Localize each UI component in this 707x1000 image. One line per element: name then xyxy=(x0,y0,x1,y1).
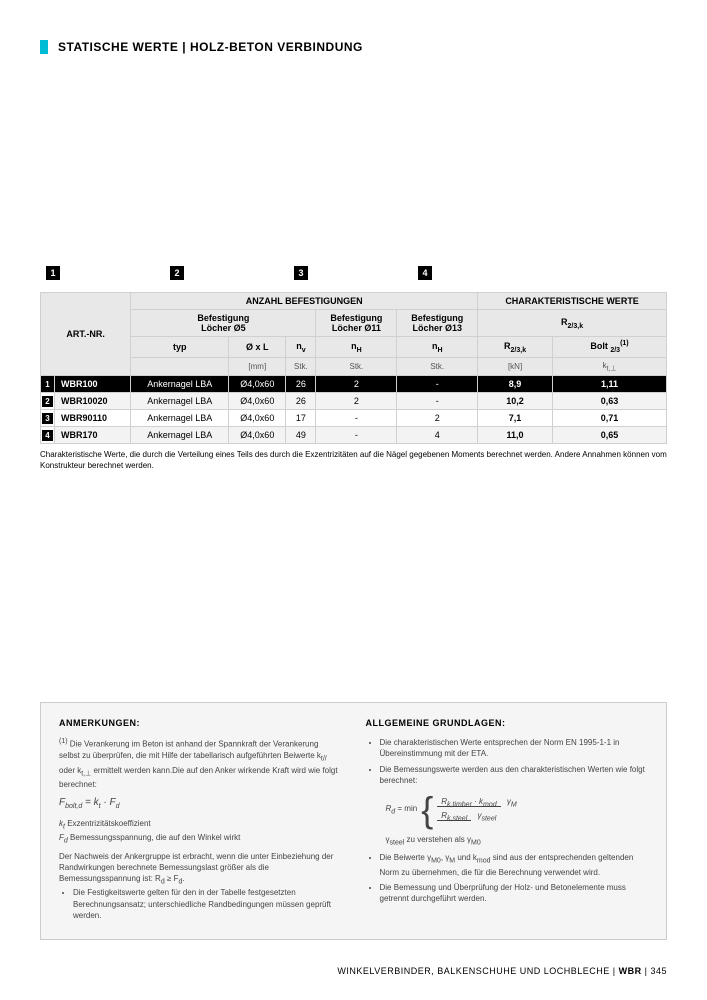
cell-nv: 26 xyxy=(286,376,316,393)
row-num: 3 xyxy=(41,410,55,427)
col-r23: R2/3,k xyxy=(478,337,553,358)
kt-line: kt Exzentrizitätskoeffizient xyxy=(59,818,342,832)
cell-art: WBR10020 xyxy=(55,393,131,410)
ysteel-note: γsteel zu verstehen als γM0 xyxy=(386,834,649,848)
accent-bar xyxy=(40,40,48,54)
diagram-labels: 1 2 3 4 xyxy=(40,266,667,280)
grund-li2: Die Bemessungswerte werden aus den chara… xyxy=(380,764,649,786)
anmerkungen-title: ANMERKUNGEN: xyxy=(59,717,342,730)
cell-bolt: 0,63 xyxy=(552,393,666,410)
cell-nh11: 2 xyxy=(316,393,397,410)
page-footer: WINKELVERBINDER, BALKENSCHUHE UND LOCHBL… xyxy=(337,966,667,976)
diagram-num-3: 3 xyxy=(294,266,308,280)
diagram-num-4: 4 xyxy=(418,266,432,280)
cell-bolt: 1,11 xyxy=(552,376,666,393)
grundlagen-title: ALLGEMEINE GRUNDLAGEN: xyxy=(366,717,649,730)
diagram-row xyxy=(40,84,667,254)
footnotes-right: ALLGEMEINE GRUNDLAGEN: Die charakteristi… xyxy=(366,717,649,925)
cell-dxl: Ø4,0x60 xyxy=(229,376,286,393)
cell-bolt: 0,65 xyxy=(552,427,666,444)
cell-nh11: 2 xyxy=(316,376,397,393)
cell-nh13: - xyxy=(397,393,478,410)
table-row: 2WBR10020Ankernagel LBAØ4,0x60262-10,20,… xyxy=(41,393,667,410)
grund-li3: Die Beiwerte γM0, γM und kmod sind aus d… xyxy=(380,852,649,878)
row-num: 1 xyxy=(41,376,55,393)
row-num: 4 xyxy=(41,427,55,444)
sub-r23k: R2/3,k xyxy=(478,310,667,337)
formula-fbolt: Fbolt,d = kt · Fd xyxy=(59,796,342,812)
diagram-num-1: 1 xyxy=(46,266,60,280)
fd-line: Fd Bemessungsspannung, die auf den Winke… xyxy=(59,832,342,846)
cell-dxl: Ø4,0x60 xyxy=(229,410,286,427)
frac-timber: Rk,timber · kmod γM xyxy=(437,796,521,810)
page-header: STATISCHE WERTE | HOLZ-BETON VERBINDUNG xyxy=(40,40,667,54)
footnotes-left: ANMERKUNGEN: (1) Die Verankerung im Beto… xyxy=(59,717,342,925)
group-anzahl: ANZAHL BEFESTIGUNGEN xyxy=(131,293,478,310)
cell-nh13: - xyxy=(397,376,478,393)
row-num: 2 xyxy=(41,393,55,410)
group-char: CHARAKTERISTISCHE WERTE xyxy=(478,293,667,310)
cell-nv: 49 xyxy=(286,427,316,444)
table-row: 4WBR170Ankernagel LBAØ4,0x6049-411,00,65 xyxy=(41,427,667,444)
cell-nh11: - xyxy=(316,427,397,444)
col-dxl: Ø x L xyxy=(229,337,286,358)
table-row: 1WBR100Ankernagel LBAØ4,0x60262-8,91,11 xyxy=(41,376,667,393)
anm-p2: Der Nachweis der Ankergruppe ist erbrach… xyxy=(59,851,342,888)
header-title-b: HOLZ-BETON VERBINDUNG xyxy=(190,40,363,54)
frac-steel: Rk,steel γsteel xyxy=(437,810,500,824)
table-row: 3WBR90110Ankernagel LBAØ4,0x6017-27,10,7… xyxy=(41,410,667,427)
cell-bolt: 0,71 xyxy=(552,410,666,427)
cell-typ: Ankernagel LBA xyxy=(131,427,229,444)
unit-mm: [mm] xyxy=(229,357,286,376)
cell-r23: 10,2 xyxy=(478,393,553,410)
grund-li1: Die charakteristischen Werte entsprechen… xyxy=(380,737,649,759)
cell-nh13: 2 xyxy=(397,410,478,427)
anm-li2: Die Festigkeitswerte gelten für den in d… xyxy=(73,887,342,921)
header-title-a: STATISCHE WERTE xyxy=(58,40,178,54)
brace-icon: { xyxy=(421,792,433,828)
sub-bef-o11: Befestigung Löcher Ø11 xyxy=(316,310,397,337)
rd-formula: Rd = min { Rk,timber · kmod γM Rk,steel … xyxy=(386,792,649,828)
cell-r23: 11,0 xyxy=(478,427,553,444)
table-note: Charakteristische Werte, die durch die V… xyxy=(40,450,667,471)
col-nh11: nH xyxy=(316,337,397,358)
footnotes-box: ANMERKUNGEN: (1) Die Verankerung im Beto… xyxy=(40,702,667,940)
col-nv: nv xyxy=(286,337,316,358)
data-table: ART.-NR. ANZAHL BEFESTIGUNGEN CHARAKTERI… xyxy=(40,292,667,444)
grund-li4: Die Bemessung und Überprüfung der Holz- … xyxy=(380,882,649,904)
cell-art: WBR90110 xyxy=(55,410,131,427)
unit-stk-2: Stk. xyxy=(316,357,397,376)
cell-r23: 8,9 xyxy=(478,376,553,393)
cell-nh11: - xyxy=(316,410,397,427)
col-nh13: nH xyxy=(397,337,478,358)
cell-art: WBR170 xyxy=(55,427,131,444)
cell-r23: 7,1 xyxy=(478,410,553,427)
col-art: ART.-NR. xyxy=(41,293,131,376)
sub-bef-o5: Befestigung Löcher Ø5 xyxy=(131,310,316,337)
cell-dxl: Ø4,0x60 xyxy=(229,393,286,410)
unit-stk-3: Stk. xyxy=(397,357,478,376)
cell-typ: Ankernagel LBA xyxy=(131,376,229,393)
cell-art: WBR100 xyxy=(55,376,131,393)
cell-dxl: Ø4,0x60 xyxy=(229,427,286,444)
col-typ: typ xyxy=(131,337,229,358)
anm-p1: (1) Die Verankerung im Beton ist anhand … xyxy=(59,737,342,790)
cell-nv: 17 xyxy=(286,410,316,427)
cell-nh13: 4 xyxy=(397,427,478,444)
header-title: STATISCHE WERTE | HOLZ-BETON VERBINDUNG xyxy=(58,40,363,54)
cell-typ: Ankernagel LBA xyxy=(131,393,229,410)
unit-stk-1: Stk. xyxy=(286,357,316,376)
diagram-num-2: 2 xyxy=(170,266,184,280)
cell-nv: 26 xyxy=(286,393,316,410)
unit-kt: kt,⊥ xyxy=(552,357,666,376)
cell-typ: Ankernagel LBA xyxy=(131,410,229,427)
sub-bef-o13: Befestigung Löcher Ø13 xyxy=(397,310,478,337)
unit-kn: [kN] xyxy=(478,357,553,376)
col-bolt: Bolt 2/3(1) xyxy=(552,337,666,358)
